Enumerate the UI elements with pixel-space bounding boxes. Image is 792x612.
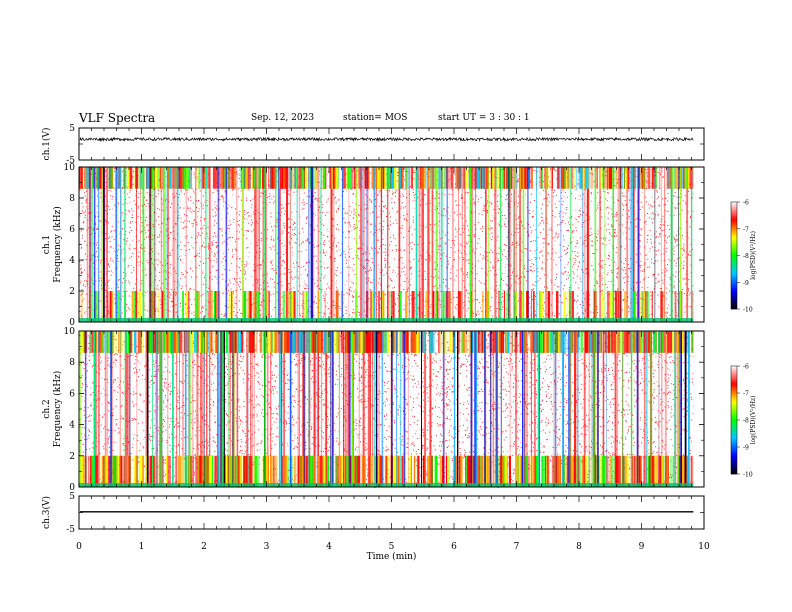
colorbar-tick-label: -7 — [743, 226, 749, 233]
ch1-waveform-ylabel: ch.1(V) — [41, 128, 52, 161]
ch2-spectrogram-colorbar: -6 -7 -8 -9 -10 log(PSD)(V²/Hz) — [730, 364, 757, 479]
date-label: Sep. 12, 2023 — [251, 113, 315, 123]
x-tick-label: 1 — [139, 542, 145, 552]
y-tick-label: 2 — [69, 452, 75, 462]
colorbar-label: log(PSD)(V²/Hz) — [750, 396, 757, 445]
y-tick-label: 4 — [69, 421, 75, 431]
x-tick-label: 6 — [451, 542, 457, 552]
y-tick-label: -5 — [66, 156, 75, 166]
y-tick-label: 10 — [64, 327, 76, 337]
ch1-spectrogram — [79, 167, 704, 323]
station-label: station= MOS — [343, 113, 408, 123]
x-tick-label: 7 — [514, 542, 520, 552]
colorbar-tick-label: -10 — [743, 472, 753, 479]
y-tick-label: 6 — [69, 389, 75, 399]
ch1-spectrogram-frequency-label: Frequency (kHz) — [52, 206, 63, 283]
ch2-spectrogram — [79, 331, 704, 488]
start-time-label: start UT = 3 : 30 : 1 — [438, 113, 530, 123]
ch2-spectrogram-frequency-label: Frequency (kHz) — [52, 371, 63, 448]
y-tick-label: 2 — [69, 287, 75, 297]
y-tick-label: 5 — [69, 124, 75, 134]
colorbar-label: log(PSD)(V²/Hz) — [750, 231, 757, 280]
colorbar-tick-label: -6 — [743, 364, 749, 371]
x-axis-label: Time (min) — [367, 551, 417, 562]
colorbar-tick-label: -6 — [743, 200, 749, 207]
chart-title: VLF Spectra — [79, 111, 156, 125]
y-tick-label: 0 — [69, 318, 75, 328]
x-tick-label: 9 — [639, 542, 645, 552]
colorbar-tick-label: -7 — [743, 391, 749, 398]
ch1-waveform-trace — [79, 136, 694, 142]
y-tick-label: 6 — [69, 225, 75, 235]
x-tick-label: 10 — [698, 542, 710, 552]
ch3-waveform-ylabel: ch.3(V) — [41, 496, 52, 529]
ch1-spectrogram-colorbar: -6 -7 -8 -9 -10 log(PSD)(V²/Hz) — [730, 200, 757, 314]
y-tick-label: 5 — [69, 492, 75, 502]
colorbar-tick-label: -9 — [743, 280, 749, 287]
y-tick-label: 8 — [69, 194, 75, 204]
ch2-spectrogram-channel-label: ch.2 — [42, 399, 52, 418]
x-tick-label: 2 — [201, 542, 207, 552]
colorbar-tick-label: -8 — [743, 253, 749, 260]
x-tick-label: 4 — [326, 542, 332, 552]
x-tick-label: 8 — [576, 542, 582, 552]
x-tick-label: 0 — [76, 542, 82, 552]
x-tick-label: 3 — [264, 542, 270, 552]
colorbar-tick-label: -9 — [743, 445, 749, 452]
y-tick-label: 0 — [69, 483, 75, 493]
colorbar-tick-label: -8 — [743, 418, 749, 425]
y-tick-label: 8 — [69, 358, 75, 368]
y-tick-label: 4 — [69, 256, 75, 266]
ch1-spectrogram-channel-label: ch.1 — [42, 235, 52, 254]
x-tick-label: 5 — [389, 542, 395, 552]
y-tick-label: 10 — [64, 163, 76, 173]
colorbar-tick-label: -10 — [743, 307, 753, 314]
y-tick-label: -5 — [66, 525, 75, 535]
